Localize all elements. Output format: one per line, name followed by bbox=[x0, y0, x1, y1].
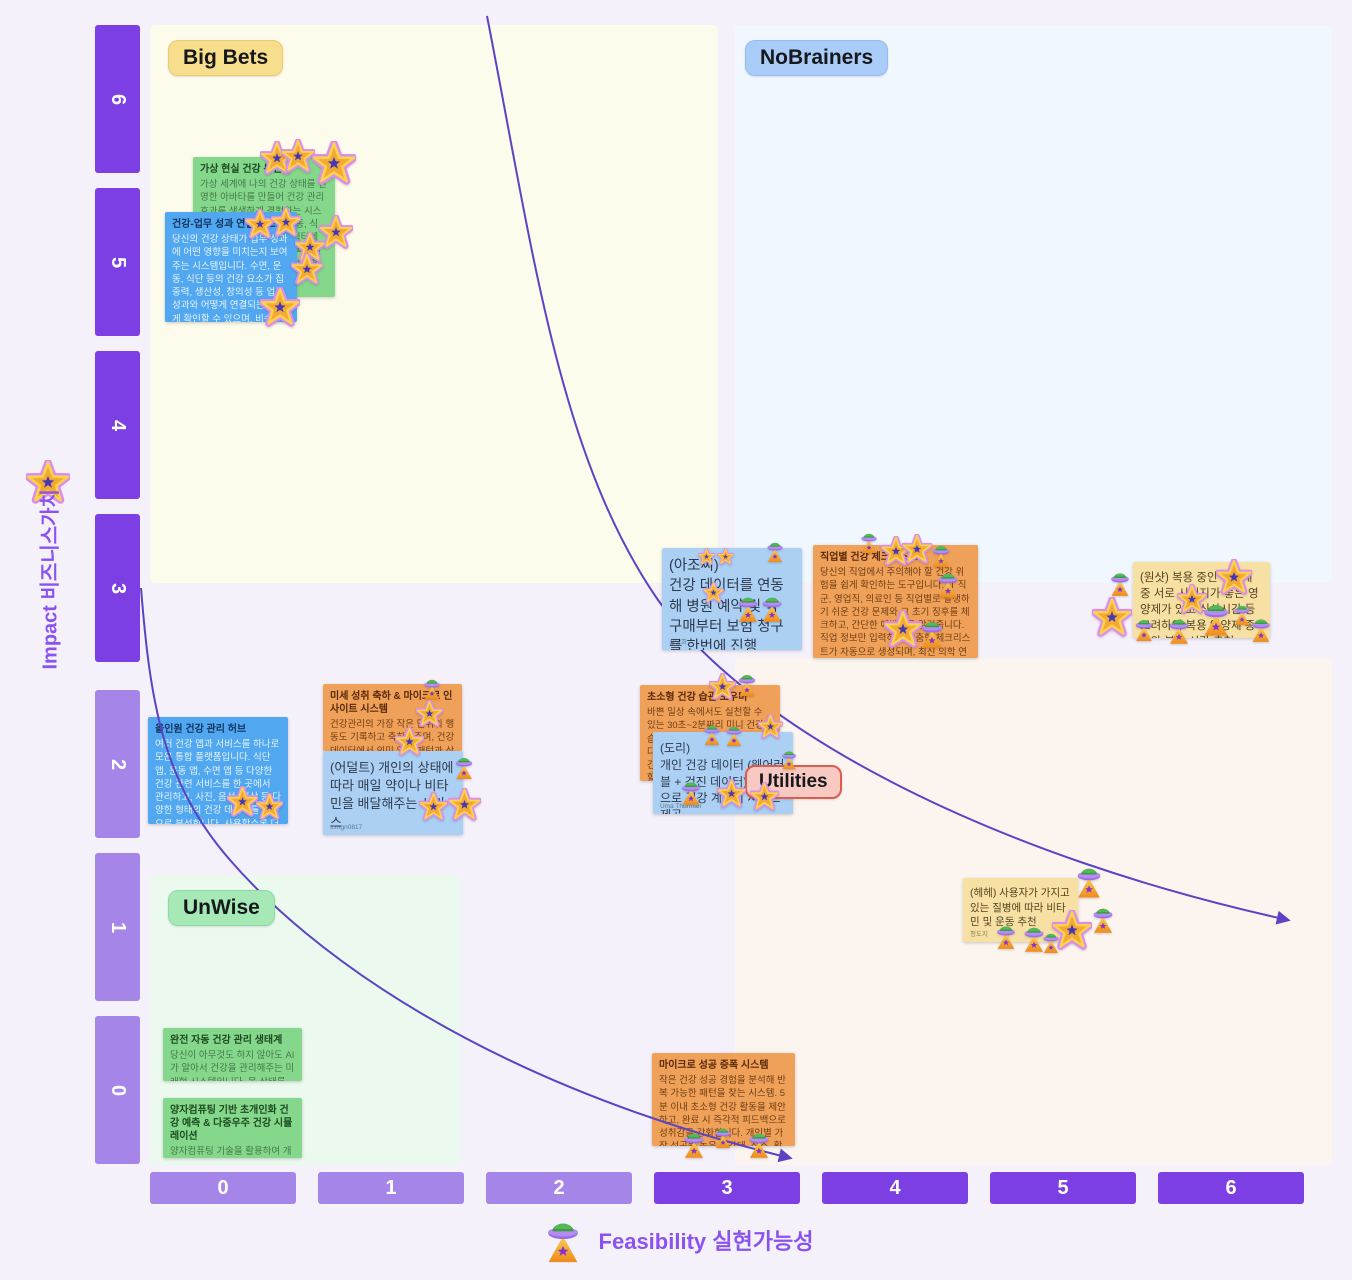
x-axis-title-text: Feasibility 실현가능성 bbox=[598, 1229, 814, 1254]
x-axis-tick-6: 6 bbox=[1158, 1172, 1304, 1204]
y-axis-tick-4: 4 bbox=[95, 351, 140, 499]
y-axis-tick-2: 2 bbox=[95, 690, 140, 838]
note-title: 가상 현실 건강 분신 bbox=[200, 164, 282, 175]
ufo-icon bbox=[539, 1216, 587, 1264]
big-bets-label[interactable]: Big Bets bbox=[168, 40, 284, 76]
x-axis-tick-2: 2 bbox=[486, 1172, 632, 1204]
x-axis-tick-4: 4 bbox=[822, 1172, 968, 1204]
x-axis-title: Feasibility 실현가능성 bbox=[0, 1216, 1352, 1264]
note-author: 청도지 bbox=[970, 931, 988, 938]
y-axis-title: Impact 비즈니스가치 bbox=[16, 460, 80, 670]
y-axis-tick-5: 5 bbox=[95, 188, 140, 336]
y-axis-tick-1: 1 bbox=[95, 853, 140, 1001]
y-axis-tick-3: 3 bbox=[95, 514, 140, 662]
x-axis-tick-0: 0 bbox=[150, 1172, 296, 1204]
y-axis-tick-6: 6 bbox=[95, 25, 140, 173]
y-axis-tick-0: 0 bbox=[95, 1016, 140, 1164]
x-axis-tick-5: 5 bbox=[990, 1172, 1136, 1204]
x-axis-tick-1: 1 bbox=[318, 1172, 464, 1204]
note-title: 건강-업무 성과 연결 시스템 bbox=[172, 219, 285, 230]
y-axis-title-text: Impact 비즈니스가치 bbox=[39, 489, 62, 670]
x-axis-tick-3: 3 bbox=[654, 1172, 800, 1204]
